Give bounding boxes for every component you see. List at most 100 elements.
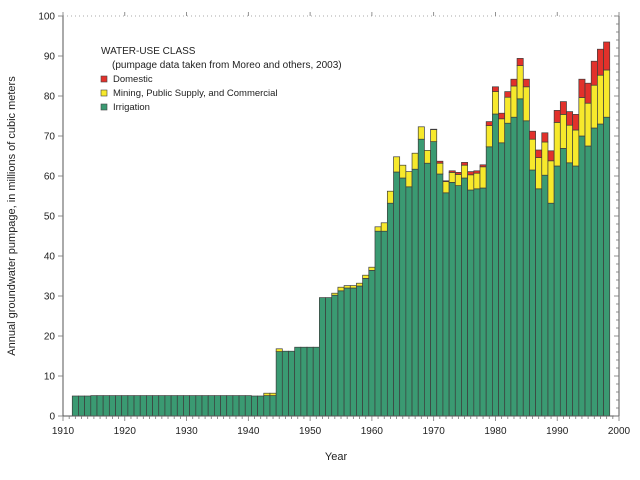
bar-mining-1962 — [381, 223, 387, 231]
bar-domestic-1989 — [548, 151, 554, 161]
bar-domestic-1984 — [517, 58, 523, 65]
bar-irrigation-1993 — [573, 166, 579, 416]
bar-irrigation-1981 — [499, 143, 505, 416]
bar-mining-1956 — [344, 286, 350, 288]
bar-irrigation-1949 — [301, 347, 307, 416]
bar-mining-1958 — [356, 283, 362, 286]
y-tick-label: 50 — [44, 212, 56, 223]
bar-mining-1986 — [529, 139, 535, 170]
bar-domestic-1998 — [604, 42, 610, 70]
bar-mining-1959 — [363, 275, 369, 278]
x-tick-label: 1960 — [361, 426, 384, 437]
bar-irrigation-1931 — [190, 396, 196, 416]
bar-irrigation-1953 — [326, 298, 332, 416]
bar-irrigation-1957 — [350, 288, 356, 416]
bar-irrigation-1972 — [443, 193, 449, 416]
x-axis-label: Year — [325, 451, 348, 463]
bar-mining-1980 — [492, 92, 498, 114]
bar-domestic-1987 — [536, 150, 542, 158]
bar-irrigation-1948 — [295, 347, 301, 416]
bar-irrigation-1991 — [560, 148, 566, 416]
bar-mining-1996 — [591, 85, 597, 128]
bar-irrigation-1937 — [227, 396, 233, 416]
bar-mining-1969 — [424, 150, 430, 163]
y-tick-label: 0 — [49, 412, 55, 423]
bar-mining-1982 — [505, 97, 511, 123]
legend-title: WATER-USE CLASS — [101, 46, 196, 57]
bar-mining-1968 — [418, 127, 424, 139]
bar-domestic-1992 — [566, 112, 572, 126]
bar-mining-1977 — [474, 173, 480, 189]
x-tick-label: 1990 — [546, 426, 569, 437]
bar-domestic-1986 — [529, 131, 535, 139]
bar-mining-1995 — [585, 103, 591, 146]
bar-irrigation-1961 — [375, 231, 381, 416]
bar-irrigation-1960 — [369, 270, 375, 416]
bar-domestic-1993 — [573, 114, 579, 130]
bar-irrigation-1984 — [517, 99, 523, 416]
bar-mining-1990 — [554, 122, 560, 166]
bar-mining-1981 — [499, 119, 505, 143]
bar-irrigation-1925 — [153, 396, 159, 416]
bar-irrigation-1979 — [486, 147, 492, 416]
bar-irrigation-1928 — [171, 396, 177, 416]
legend-swatch-mining — [101, 90, 107, 96]
bar-irrigation-1985 — [523, 121, 529, 416]
bar-irrigation-1982 — [505, 123, 511, 416]
bar-irrigation-1947 — [288, 351, 294, 416]
bar-mining-1963 — [387, 191, 393, 203]
bar-domestic-1997 — [597, 49, 603, 75]
bar-domestic-1973 — [449, 171, 455, 173]
bar-irrigation-1963 — [387, 203, 393, 416]
bar-irrigation-1946 — [282, 351, 288, 416]
bar-domestic-1971 — [437, 161, 443, 163]
bar-irrigation-1945 — [276, 352, 282, 416]
bar-irrigation-1977 — [474, 189, 480, 416]
bar-irrigation-1944 — [270, 396, 276, 416]
bar-mining-1989 — [548, 161, 554, 203]
legend-label-irrigation: Irrigation — [113, 102, 150, 113]
bar-irrigation-1973 — [449, 182, 455, 416]
bar-irrigation-1992 — [566, 163, 572, 416]
bar-irrigation-1934 — [208, 396, 214, 416]
bar-mining-1964 — [394, 157, 400, 172]
bar-irrigation-1954 — [332, 295, 338, 416]
x-tick-label: 2000 — [608, 426, 631, 437]
legend: WATER-USE CLASS (pumpage data taken from… — [101, 46, 342, 113]
bar-irrigation-1968 — [418, 139, 424, 416]
bar-irrigation-1997 — [597, 124, 603, 416]
x-tick-label: 1940 — [237, 426, 260, 437]
bar-irrigation-1943 — [264, 396, 270, 416]
bar-irrigation-1962 — [381, 231, 387, 416]
bar-mining-1998 — [604, 70, 610, 117]
bar-irrigation-1976 — [468, 190, 474, 416]
bar-irrigation-1967 — [412, 169, 418, 416]
bar-mining-1943 — [264, 393, 270, 395]
legend-swatch-irrigation — [101, 104, 107, 110]
legend-swatch-domestic — [101, 76, 107, 82]
bar-domestic-1974 — [455, 172, 461, 174]
bar-irrigation-1974 — [455, 186, 461, 416]
bar-domestic-1982 — [505, 92, 511, 98]
legend-label-domestic: Domestic — [113, 74, 153, 85]
bar-irrigation-1941 — [251, 396, 257, 416]
bar-irrigation-1983 — [511, 117, 517, 416]
bar-irrigation-1959 — [363, 278, 369, 416]
y-tick-label: 90 — [44, 52, 56, 63]
bar-mining-1978 — [480, 167, 486, 188]
bar-irrigation-1971 — [437, 174, 443, 416]
bar-irrigation-1989 — [548, 203, 554, 416]
x-tick-label: 1950 — [299, 426, 322, 437]
y-tick-label: 10 — [44, 372, 56, 383]
y-tick-label: 80 — [44, 92, 56, 103]
bar-irrigation-1912 — [72, 396, 78, 416]
x-tick-label: 1980 — [484, 426, 507, 437]
bar-irrigation-1924 — [146, 396, 152, 416]
bar-irrigation-1987 — [536, 189, 542, 416]
bar-irrigation-1942 — [258, 396, 264, 416]
y-tick-label: 20 — [44, 332, 56, 343]
bar-irrigation-1932 — [196, 396, 202, 416]
bar-irrigation-1922 — [134, 396, 140, 416]
